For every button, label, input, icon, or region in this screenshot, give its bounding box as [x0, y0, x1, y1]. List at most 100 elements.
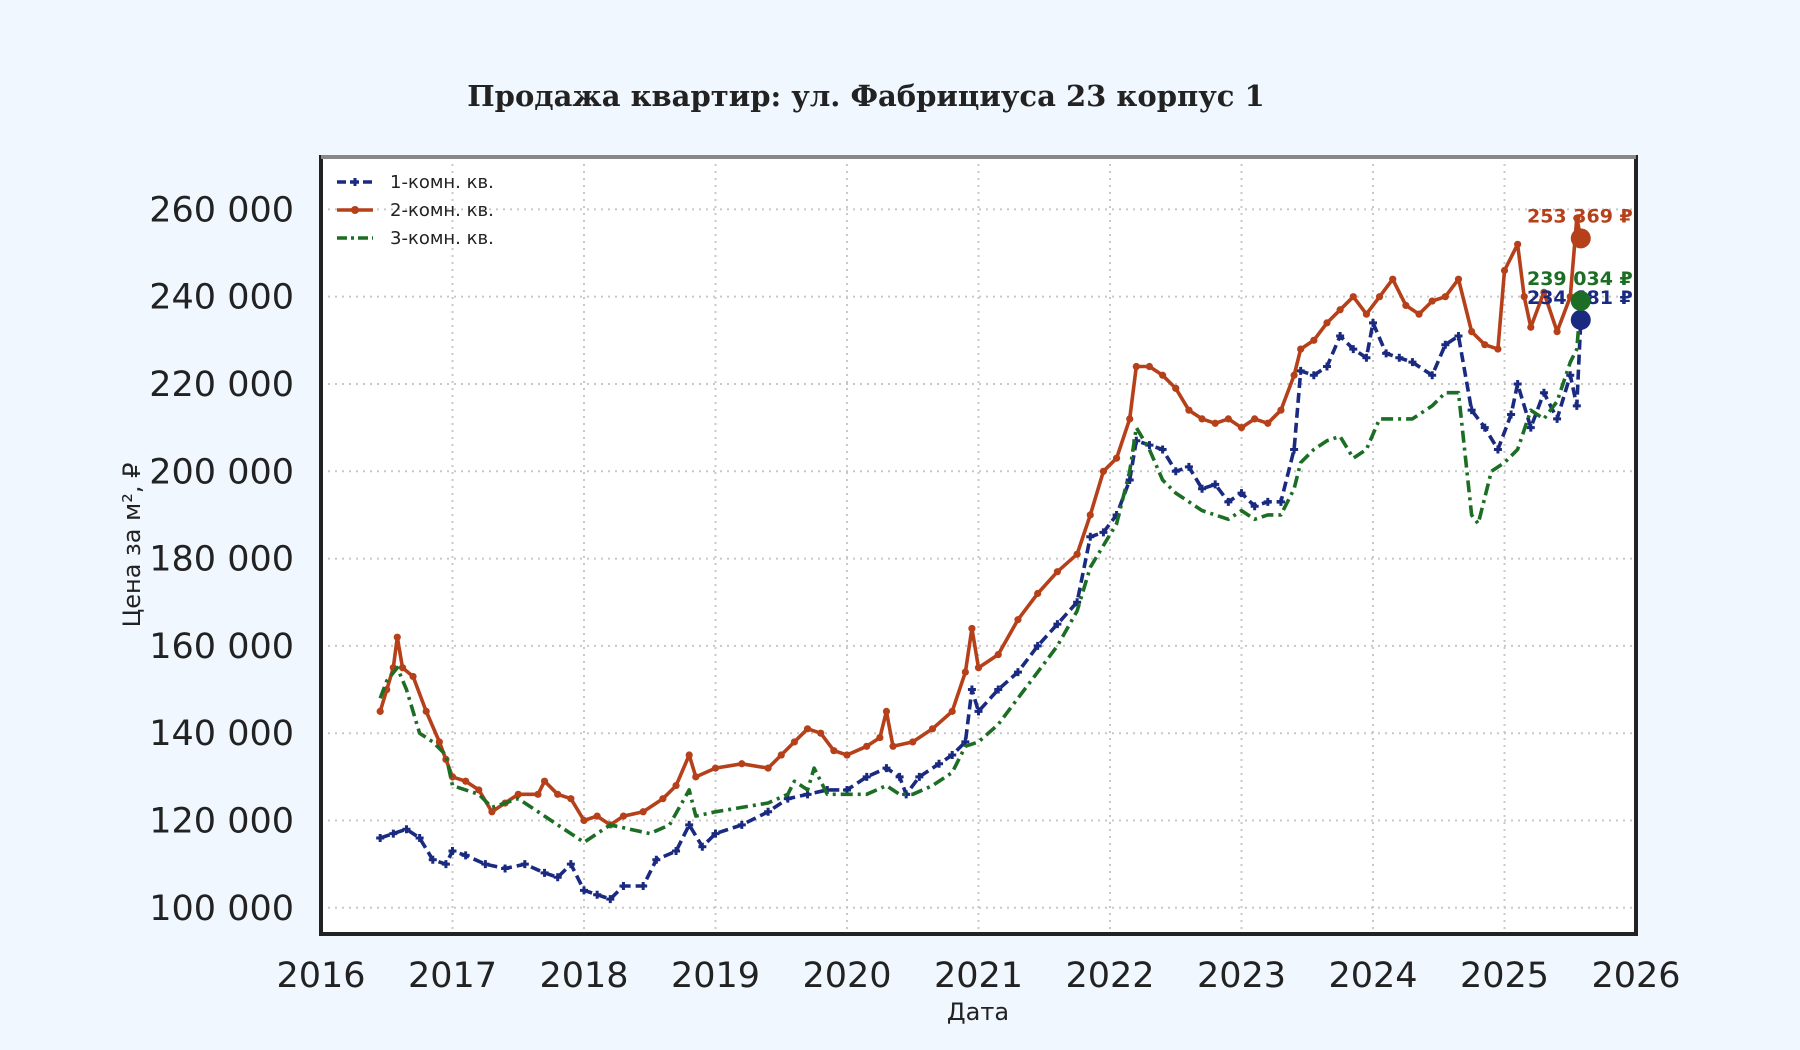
- series-end-marker: [1570, 290, 1591, 311]
- series-point: [1211, 419, 1219, 427]
- series-point: [961, 668, 969, 676]
- series-point: [534, 790, 542, 798]
- series-point: [554, 790, 562, 798]
- series-point: [1145, 362, 1154, 371]
- y-tick-label: 120 000: [149, 802, 294, 842]
- series-layer: [376, 214, 1585, 904]
- series-point: [830, 747, 838, 755]
- series-point: [376, 833, 385, 842]
- series-point: [1454, 275, 1463, 283]
- series-point: [1125, 476, 1134, 485]
- series-point: [488, 808, 496, 816]
- x-tick-label: 2019: [671, 956, 760, 996]
- series-point: [1171, 467, 1180, 476]
- series-point: [1454, 331, 1463, 340]
- series-point: [1099, 528, 1108, 537]
- series-line-2: [378, 216, 1583, 827]
- series-point: [1481, 341, 1489, 349]
- series-point: [1073, 550, 1081, 558]
- series-point: [1572, 401, 1581, 410]
- y-tick-label: 140 000: [149, 714, 294, 754]
- series-point: [935, 759, 944, 768]
- series-point: [692, 773, 700, 781]
- series-point: [415, 833, 424, 842]
- legend-marker: [351, 178, 359, 186]
- x-tick-label: 2016: [276, 956, 365, 996]
- series-point: [1086, 511, 1094, 519]
- series-point: [422, 707, 430, 715]
- x-tick-label: 2026: [1591, 956, 1680, 996]
- series-point: [1322, 362, 1331, 371]
- x-tick-label: 2021: [934, 956, 1023, 996]
- legend-item: 2-комн. кв.: [337, 200, 494, 221]
- series-point: [593, 890, 602, 899]
- series-point: [639, 881, 648, 890]
- series-point: [738, 760, 746, 768]
- series-end-marker: [1570, 228, 1591, 249]
- series-point: [1264, 419, 1272, 427]
- y-tick-label: 240 000: [149, 278, 294, 318]
- series-point: [1159, 371, 1167, 379]
- endpoint-layer: 234 681 ₽253 369 ₽239 034 ₽: [1527, 205, 1633, 330]
- series-point: [1053, 568, 1061, 576]
- series-point: [1099, 467, 1108, 475]
- series-point: [1224, 415, 1232, 423]
- series-point: [711, 764, 720, 772]
- series-point: [1290, 445, 1299, 454]
- series-point: [764, 764, 772, 772]
- legend-item: 1-комн. кв.: [337, 172, 494, 193]
- series-point: [672, 847, 681, 856]
- y-tick-label: 260 000: [149, 190, 294, 230]
- series-point: [1276, 497, 1285, 506]
- series-end-label: 253 369 ₽: [1527, 205, 1633, 227]
- series-point: [398, 664, 407, 672]
- series-point: [1086, 532, 1095, 541]
- series-point: [428, 855, 437, 864]
- legend-label: 1-комн. кв.: [390, 172, 494, 193]
- series-point: [659, 795, 667, 803]
- series-point: [1250, 502, 1259, 511]
- series-point: [1184, 462, 1193, 471]
- series-point: [1198, 415, 1206, 423]
- x-tick-label: 2017: [408, 956, 497, 996]
- series-point: [1362, 353, 1371, 362]
- series-point: [402, 825, 411, 834]
- series-point: [481, 860, 490, 869]
- series-point: [967, 685, 976, 694]
- x-tick-label: 2023: [1197, 956, 1286, 996]
- series-point: [409, 672, 417, 681]
- series-point: [389, 829, 398, 838]
- series-point: [1494, 345, 1502, 353]
- series-point: [393, 633, 401, 641]
- series-point: [1408, 358, 1417, 367]
- series-point: [1290, 371, 1298, 379]
- series-point: [843, 751, 851, 759]
- series-point: [639, 808, 647, 816]
- series-point: [567, 795, 575, 803]
- series-point: [876, 733, 884, 742]
- series-point: [501, 864, 510, 873]
- x-tick-label: 2025: [1460, 956, 1549, 996]
- series-point: [1198, 484, 1207, 493]
- series-end-label: 239 034 ₽: [1527, 268, 1633, 290]
- y-tick-label: 180 000: [149, 540, 294, 580]
- series-point: [1514, 240, 1522, 248]
- y-tick-label: 160 000: [149, 627, 294, 667]
- legend-label: 3-комн. кв.: [390, 228, 494, 249]
- series-point: [764, 807, 773, 816]
- series-point: [882, 707, 891, 715]
- series-point: [1428, 297, 1436, 305]
- series-point: [1428, 371, 1437, 380]
- x-tick-label: 2020: [802, 956, 891, 996]
- series-point: [889, 742, 897, 750]
- series-point: [1553, 414, 1562, 423]
- series-point: [448, 847, 457, 856]
- series-point: [1336, 306, 1344, 314]
- series-point: [1014, 616, 1022, 624]
- series-point: [863, 742, 871, 750]
- series-point: [1362, 310, 1371, 318]
- series-point: [817, 729, 825, 737]
- series-point: [1540, 288, 1548, 296]
- series-point: [606, 895, 615, 904]
